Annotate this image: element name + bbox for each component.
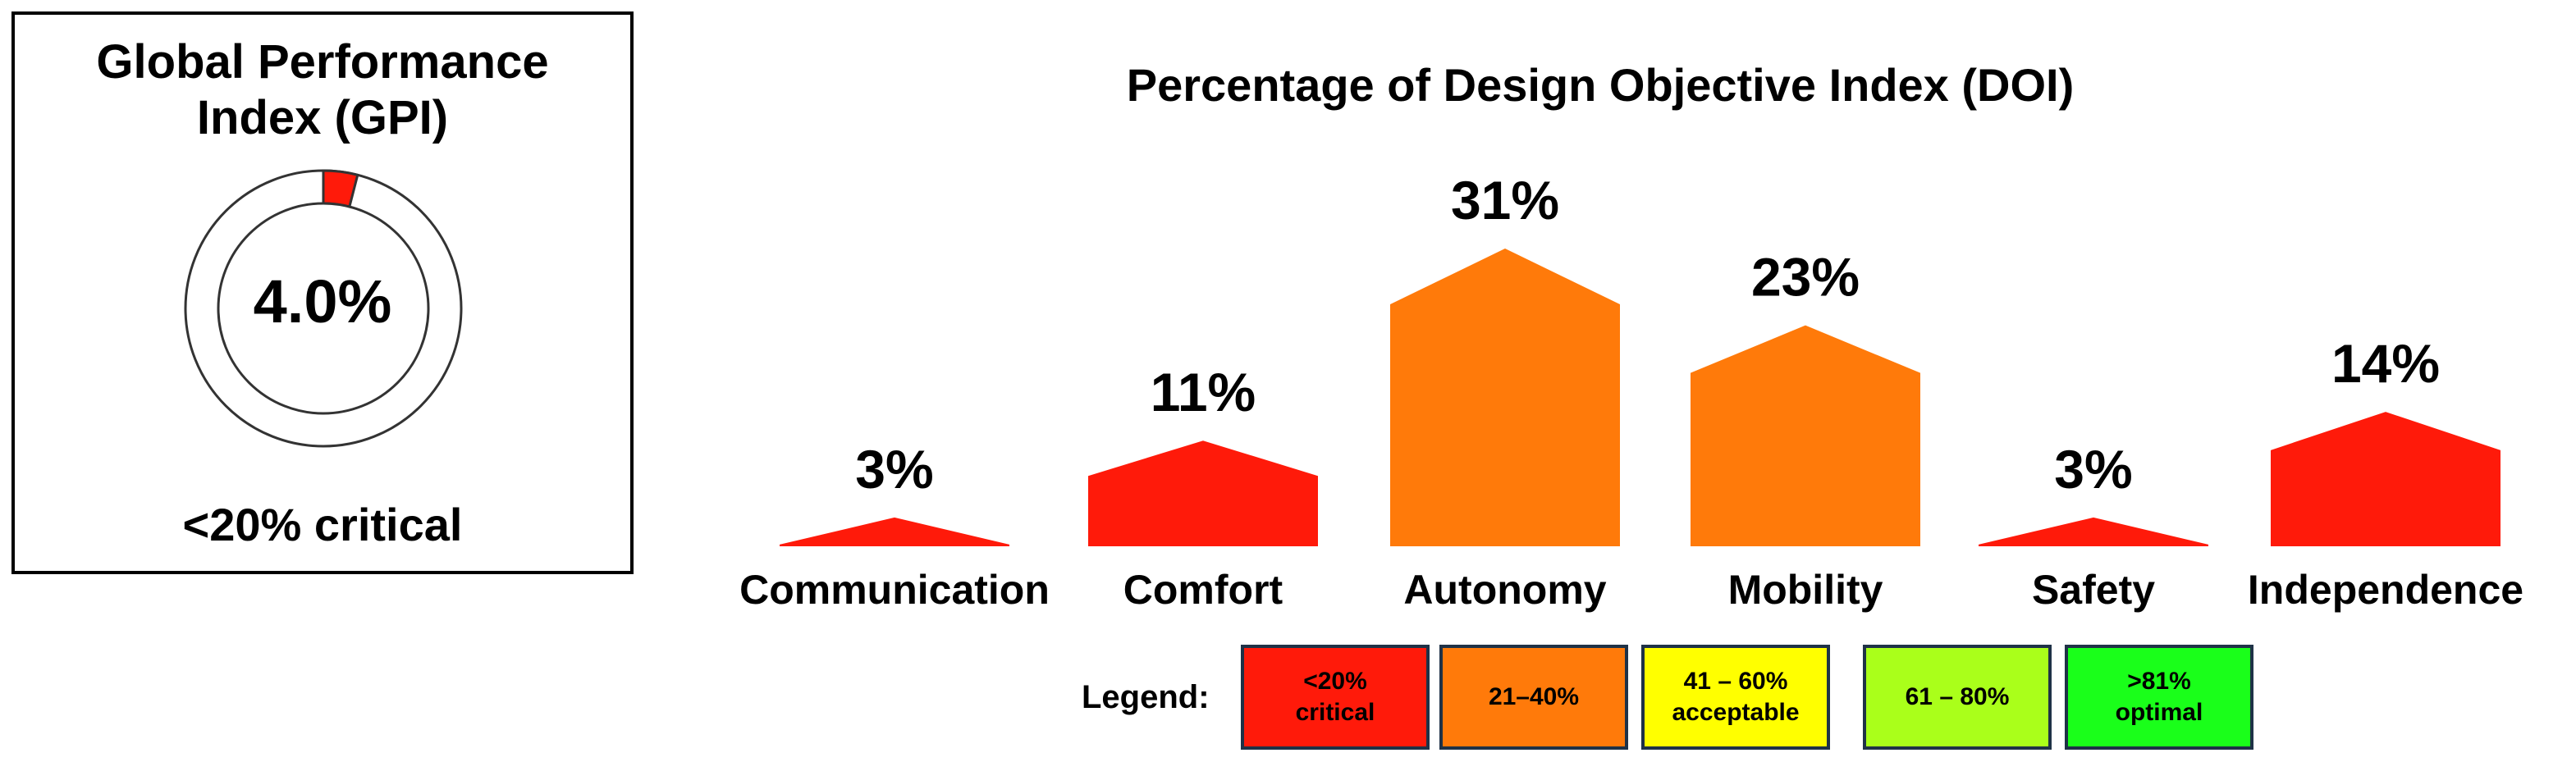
- legend-item-subtext: optimal: [2115, 699, 2203, 726]
- data-label-communication: 3%: [855, 439, 933, 500]
- legend-item-text: 41 – 60%: [1683, 668, 1788, 695]
- gpi-ring-gauge: [184, 169, 463, 448]
- category-label-autonomy: Autonomy: [1403, 567, 1606, 613]
- data-label-safety: 3%: [2054, 439, 2132, 500]
- bar-autonomy: [1390, 249, 1620, 546]
- legend-item-critical: <20% critical: [1241, 645, 1430, 750]
- legend-item-text: 61 – 80%: [1905, 683, 2010, 710]
- gpi-panel: Global Performance Index (GPI) 4.0% <20%…: [11, 11, 634, 574]
- bar-safety: [1979, 517, 2208, 546]
- gpi-title-line2: Index (GPI): [196, 91, 449, 144]
- category-label-mobility: Mobility: [1728, 567, 1883, 613]
- legend-item-61-80: 61 – 80%: [1863, 645, 2052, 750]
- gpi-title-line1: Global Performance: [96, 35, 549, 89]
- bar-mobility: [1691, 325, 1920, 546]
- doi-chart-title: Percentage of Design Objective Index (DO…: [1126, 59, 2075, 111]
- legend-item-acceptable: 41 – 60% acceptable: [1641, 645, 1830, 750]
- category-label-comfort: Comfort: [1123, 567, 1283, 613]
- category-label-communication: Communication: [739, 567, 1050, 613]
- legend-label: Legend:: [1082, 679, 1210, 715]
- gpi-status: <20% critical: [182, 499, 463, 550]
- bar-comfort: [1088, 440, 1318, 546]
- gpi-ring-inner: [217, 202, 430, 415]
- category-label-independence: Independence: [2248, 567, 2523, 613]
- legend-item-text: 21–40%: [1488, 683, 1580, 710]
- legend-item-optimal: >81% optimal: [2065, 645, 2253, 750]
- data-label-autonomy: 31%: [1451, 170, 1559, 230]
- legend-item-subtext: critical: [1295, 699, 1375, 726]
- legend-item-text: <20%: [1303, 668, 1367, 695]
- category-label-safety: Safety: [2032, 567, 2155, 613]
- legend-item-subtext: acceptable: [1672, 699, 1800, 726]
- data-label-independence: 14%: [2331, 333, 2440, 394]
- bar-independence: [2271, 412, 2501, 546]
- gpi-value: 4.0%: [253, 267, 392, 335]
- data-label-mobility: 23%: [1751, 247, 1860, 308]
- legend-item-text: >81%: [2127, 668, 2191, 695]
- bar-communication: [780, 517, 1009, 546]
- gpi-title: Global Performance Index (GPI): [15, 34, 630, 146]
- data-label-comfort: 11%: [1151, 362, 1256, 422]
- legend-item-21-40: 21–40%: [1439, 645, 1628, 750]
